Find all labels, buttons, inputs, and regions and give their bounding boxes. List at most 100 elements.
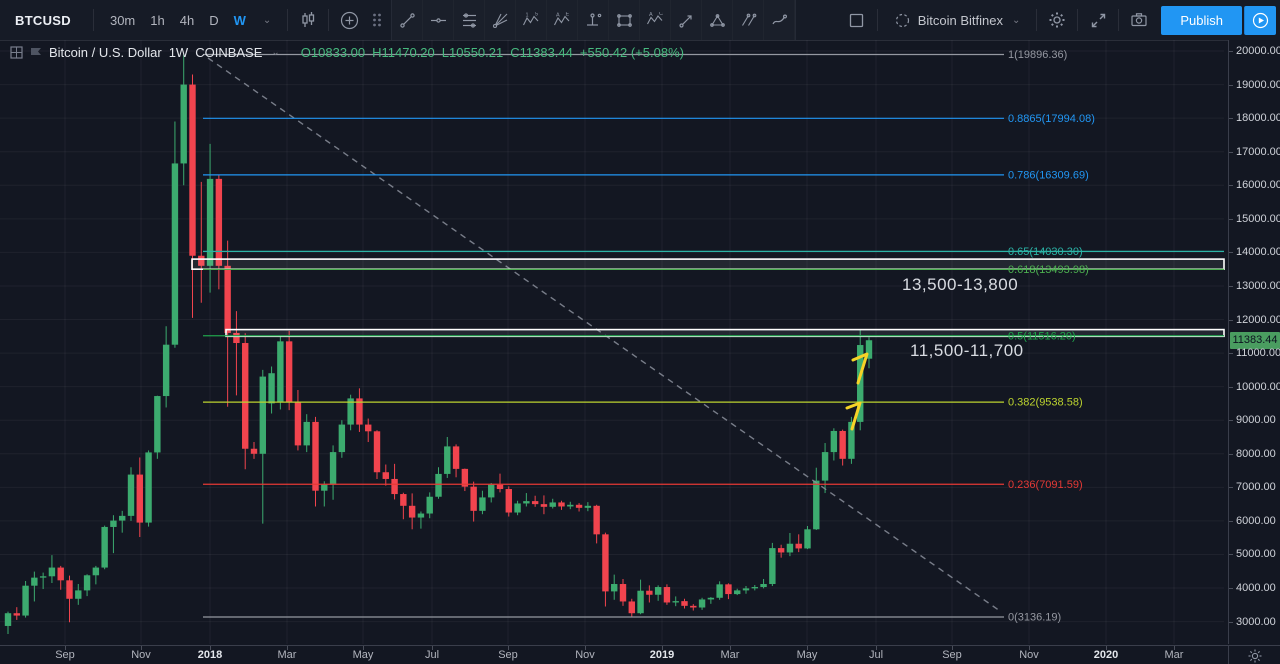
time-tick-mark — [585, 646, 586, 650]
publish-play-button[interactable] — [1244, 5, 1276, 35]
svg-text:E: E — [566, 12, 570, 18]
xabcd-pattern-icon[interactable]: 1 5 — [516, 0, 548, 40]
arrow-mark[interactable] — [851, 352, 869, 385]
symbol-title[interactable]: Bitcoin / U.S. Dollar — [49, 45, 162, 60]
price-tick-label: 3000.00 — [1236, 615, 1276, 628]
candle-up — [303, 421, 310, 446]
candle-down — [189, 84, 196, 256]
triangle-tool-icon[interactable] — [702, 0, 734, 40]
candle-up — [119, 515, 126, 521]
candle-up — [716, 584, 723, 598]
fullscreen-icon[interactable] — [1084, 6, 1112, 34]
camera-icon[interactable] — [1125, 6, 1153, 34]
broker-selector[interactable]: Bitcoin Bitfinex ⌄ — [884, 12, 1031, 29]
layout-grid-icon[interactable] — [10, 46, 23, 59]
price-tick-mark — [1229, 252, 1233, 254]
zone-label[interactable]: 11,500-11,700 — [910, 341, 1024, 360]
candle-up — [865, 340, 873, 359]
watchlist-icon[interactable] — [843, 6, 871, 34]
candle-down — [373, 431, 381, 473]
price-tick-mark — [1229, 84, 1233, 86]
candle-up — [769, 548, 776, 585]
timeframe-d[interactable]: D — [209, 12, 219, 28]
trendline-dashed[interactable] — [207, 57, 1001, 612]
candle-down — [619, 584, 627, 602]
drag-handle-icon[interactable] — [363, 6, 391, 34]
candle-down — [725, 584, 732, 595]
candle-up — [259, 376, 266, 454]
timeframe-w[interactable]: W — [233, 12, 246, 28]
candle-up — [101, 526, 108, 568]
time-tick-mark — [363, 646, 364, 650]
abcd-pattern-icon[interactable]: A C — [640, 0, 672, 40]
chevron-down-icon[interactable]: ⌄ — [262, 14, 272, 26]
candle-down — [66, 580, 73, 599]
chevron-down-icon[interactable]: ⌄ — [271, 47, 280, 58]
candle-down — [575, 504, 583, 508]
chart-style-candle-icon[interactable] — [294, 6, 322, 34]
candle-up — [347, 398, 354, 425]
price-tick-mark — [1229, 588, 1233, 590]
candle-down — [646, 590, 653, 595]
candle-down — [285, 341, 293, 402]
flag-icon[interactable] — [30, 46, 42, 59]
candle-up — [329, 452, 337, 485]
candle-down — [408, 505, 416, 518]
candle-up — [567, 504, 574, 507]
candle-up — [444, 446, 451, 474]
candle-up — [479, 497, 486, 511]
candle-up — [488, 484, 495, 498]
candle-down — [777, 548, 785, 553]
candle-up — [611, 584, 618, 592]
legend-exchange[interactable]: COINBASE — [195, 45, 263, 60]
forks-tool-icon[interactable] — [733, 0, 765, 40]
price-chart[interactable]: 1(19896.36) 0.8865(17994.08) 0.786(16309.6… — [0, 40, 1228, 644]
gann-fan-icon[interactable] — [485, 0, 517, 40]
candle-up — [435, 473, 442, 497]
candle-up — [31, 577, 38, 586]
time-axis[interactable]: Sep Nov 2018 Mar May Jul Sep Nov 2019 Mar May Jul Se… — [0, 645, 1228, 664]
zone-label[interactable]: 13,500-13,800 — [902, 275, 1018, 294]
timeframe-1h[interactable]: 1h — [150, 12, 165, 28]
price-tick-mark — [1229, 118, 1233, 120]
axis-settings-corner[interactable] — [1228, 645, 1280, 664]
candle-down — [294, 401, 302, 446]
symbol-button[interactable]: BTCUSD — [15, 12, 71, 28]
fib-label-0.5: 0.5(11516.20) — [1008, 330, 1076, 342]
price-tick-mark — [1229, 520, 1233, 522]
toolbar-right-cluster: Bitcoin Bitfinex ⌄ — [843, 0, 1280, 40]
long-position-icon[interactable] — [578, 0, 610, 40]
toolbar-separator — [1036, 9, 1038, 31]
legend-interval[interactable]: 1W — [168, 45, 189, 60]
arrow-mark[interactable] — [845, 401, 862, 431]
brush-tool-icon[interactable] — [764, 0, 796, 40]
candle-up — [742, 588, 750, 591]
compare-add-icon[interactable] — [335, 6, 363, 34]
candle-down — [242, 343, 249, 449]
price-tick-label: 18000.00 — [1236, 112, 1280, 125]
price-tick-mark — [1229, 487, 1233, 489]
trend-line-icon[interactable] — [392, 0, 424, 40]
candle-down — [663, 587, 671, 603]
candle-down — [13, 613, 20, 616]
timeframe-4h[interactable]: 4h — [179, 12, 195, 28]
gear-icon[interactable] — [1043, 6, 1071, 34]
toolbar-separator — [876, 9, 878, 31]
fib-retracement-icon[interactable] — [454, 0, 486, 40]
toolbar-separator — [1118, 9, 1120, 31]
publish-button[interactable]: Publish — [1161, 5, 1242, 35]
candle-up — [584, 505, 592, 508]
timeframe-30m[interactable]: 30m — [109, 12, 136, 28]
elliott-wave-icon[interactable]: A E — [547, 0, 579, 40]
candle-down — [224, 265, 231, 333]
price-axis[interactable]: 11383.44 20000.00 19000.00 18000.00 17000.0… — [1228, 40, 1280, 644]
horizontal-line-icon[interactable] — [423, 0, 455, 40]
candle-up — [154, 396, 161, 453]
rectangle-tool-icon[interactable] — [609, 0, 641, 40]
price-tick-mark — [1229, 453, 1233, 455]
chart-area[interactable]: 1(19896.36) 0.8865(17994.08) 0.786(16309.6… — [0, 40, 1228, 644]
candle-down — [391, 478, 398, 495]
arrow-tool-icon[interactable] — [671, 0, 703, 40]
candle-down — [215, 178, 223, 266]
time-tick-mark — [287, 646, 288, 650]
